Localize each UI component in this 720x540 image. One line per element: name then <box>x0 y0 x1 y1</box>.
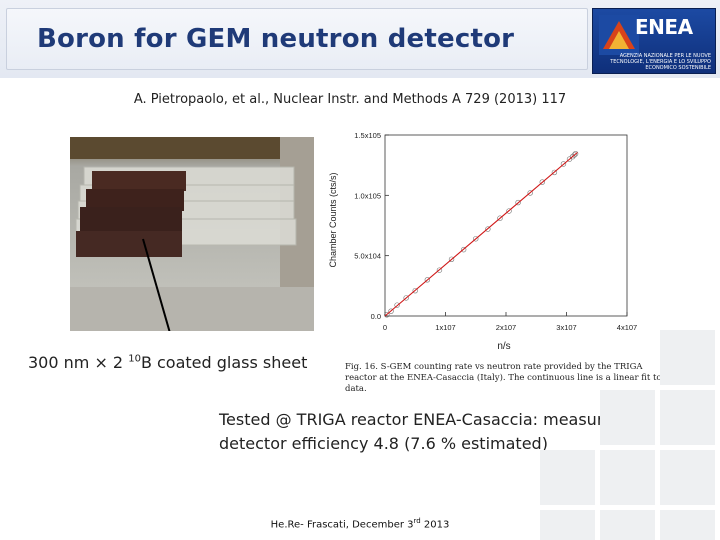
data-point <box>388 308 394 314</box>
x-tick-label: 2x107 <box>496 323 516 332</box>
data-point <box>412 287 418 294</box>
footer-superscript: rd <box>413 517 421 525</box>
data-point <box>506 208 512 214</box>
data-point <box>460 246 467 253</box>
photo-caption-prefix: 300 nm × 2 <box>28 353 129 372</box>
x-tick-label: 3x107 <box>556 323 576 332</box>
result-text: Tested @ TRIGA reactor ENEA-Casaccia: me… <box>219 410 624 453</box>
x-tick-label: 1x107 <box>435 323 455 332</box>
decorative-tiles <box>540 330 715 540</box>
slide-title: Boron for GEM neutron detector <box>37 24 515 54</box>
data-point <box>560 161 567 167</box>
data-point <box>572 151 579 157</box>
logo-wordmark: ENEA <box>635 15 693 39</box>
logo-subtitle: AGENZIA NAZIONALE PER LE NUOVE TECNOLOGI… <box>610 53 711 71</box>
enea-emblem-icon <box>599 15 639 55</box>
linear-fit-line <box>384 152 578 317</box>
counts-vs-rate-chart: Chamber Counts (cts/s) n/s 0 1x107 2x107 3x… <box>328 131 637 352</box>
y-tick-label: 0.0 <box>371 312 381 321</box>
data-point <box>384 312 390 318</box>
photo-caption: 300 nm × 2 10B coated glass sheet <box>28 353 307 372</box>
y-tick-label: 1.0x105 <box>354 191 381 200</box>
data-point <box>551 169 558 176</box>
reference-citation: A. Pietropaolo, et al., Nuclear Instr. a… <box>133 92 567 107</box>
coated-glass-photo <box>70 137 314 331</box>
enea-logo: ENEA AGENZIA NAZIONALE PER LE NUOVE TECN… <box>592 8 716 74</box>
data-point <box>473 236 479 242</box>
data-point <box>394 302 400 308</box>
y-tick-label: 5.0x104 <box>354 252 381 261</box>
plot-frame <box>384 134 628 317</box>
data-point <box>515 199 521 206</box>
data-point <box>497 215 503 221</box>
x-axis-label: n/s <box>497 341 510 352</box>
data-point <box>539 179 546 185</box>
photo-caption-suffix: B coated glass sheet <box>140 353 308 372</box>
y-tick-label: 1.5x105 <box>354 131 381 140</box>
x-tick-label: 4x107 <box>617 323 637 332</box>
data-point <box>424 277 431 283</box>
footer-prefix: He.Re- Frascati, December 3 <box>270 519 414 531</box>
figure-caption: Fig. 16. S-GEM counting rate vs neutron … <box>345 362 662 394</box>
data-point <box>436 267 443 273</box>
data-point <box>569 154 576 160</box>
isotope-superscript: 10 <box>128 353 141 365</box>
footer: He.Re- Frascati, December 3rd 2013 <box>0 517 720 530</box>
data-point <box>485 226 491 232</box>
slide-header: Boron for GEM neutron detector ENEA AGEN… <box>0 0 720 78</box>
footer-suffix: 2013 <box>420 519 450 531</box>
y-axis-label: Chamber Counts (cts/s) <box>328 172 338 267</box>
title-box: Boron for GEM neutron detector <box>6 8 588 70</box>
data-point <box>527 190 533 196</box>
x-tick-label: 0 <box>383 323 387 332</box>
data-point <box>571 152 578 158</box>
data-point <box>448 256 455 262</box>
data-point <box>403 295 409 301</box>
